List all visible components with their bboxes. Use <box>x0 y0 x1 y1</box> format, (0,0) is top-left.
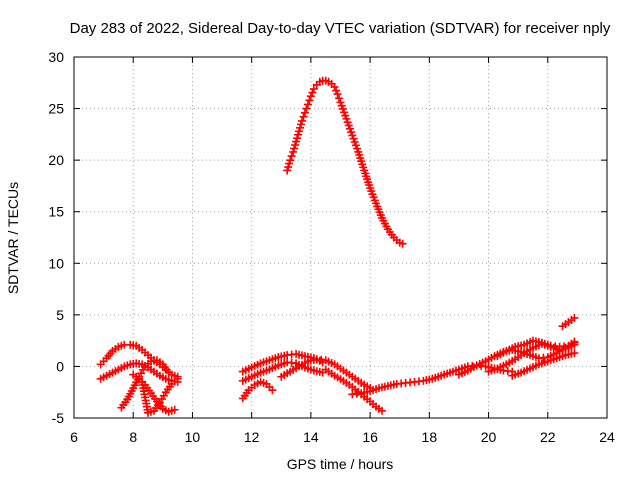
x-tick-label: 24 <box>599 429 615 445</box>
x-tick-label: 16 <box>362 429 378 445</box>
grid <box>74 57 607 418</box>
data-point <box>302 104 311 113</box>
series-afternoon-arc-a <box>321 365 386 415</box>
x-axis-label: GPS time / hours <box>287 456 394 472</box>
data-point <box>398 239 407 248</box>
series-midday-arc-c <box>238 377 277 403</box>
series-evening-arc-d <box>508 349 579 380</box>
data-point <box>305 96 314 105</box>
chart-title: Day 283 of 2022, Sidereal Day-to-day VTE… <box>70 20 611 37</box>
data-point <box>268 386 277 395</box>
data-point <box>333 90 342 99</box>
data-point <box>164 368 173 377</box>
y-tick-label: 0 <box>56 358 64 374</box>
x-tick-label: 18 <box>422 429 438 445</box>
series-afternoon-arc-b <box>348 361 517 399</box>
x-tick-label: 6 <box>70 429 78 445</box>
y-tick-label: 10 <box>48 255 64 271</box>
data-point <box>570 313 579 322</box>
y-tick-label: 15 <box>48 204 64 220</box>
data-point <box>287 152 296 161</box>
series-peak-arc <box>283 76 407 248</box>
data-point <box>570 349 579 358</box>
y-tick-label: 30 <box>48 49 64 65</box>
axis-ticks: 6 8 10 12 14 16 18 20 22 24 -5 0 5 10 15 20 25 30 <box>48 49 615 445</box>
data-point <box>335 94 344 103</box>
y-tick-label: 20 <box>48 152 64 168</box>
y-tick-label: 5 <box>56 307 64 323</box>
y-tick-label: 25 <box>48 101 64 117</box>
plot-frame <box>73 56 608 419</box>
x-tick-label: 22 <box>540 429 556 445</box>
x-tick-label: 10 <box>185 429 201 445</box>
data-point <box>173 374 182 383</box>
data-point <box>303 100 312 109</box>
data-point <box>332 86 341 95</box>
data-point <box>300 108 309 117</box>
series-midday-arc-b <box>238 358 327 385</box>
data-point <box>309 84 318 93</box>
x-tick-label: 20 <box>481 429 497 445</box>
data-points <box>96 76 579 417</box>
y-tick-label: -5 <box>52 410 65 426</box>
data-point <box>286 156 295 165</box>
y-axis-label: SDTVAR / TECUs <box>5 182 21 294</box>
x-tick-label: 8 <box>129 429 137 445</box>
data-point <box>308 88 317 97</box>
data-point <box>298 116 307 125</box>
series-midday-arc-d <box>277 355 375 393</box>
data-point <box>299 112 308 121</box>
x-tick-label: 14 <box>303 429 319 445</box>
series-early-arc-e <box>138 374 182 417</box>
data-point <box>330 82 339 91</box>
series-late-short-arc <box>558 313 579 331</box>
data-point <box>170 405 179 414</box>
series-evening-arc-c <box>493 336 579 361</box>
data-point <box>377 406 386 415</box>
data-point <box>570 337 579 346</box>
x-tick-label: 12 <box>244 429 260 445</box>
data-point <box>306 92 315 101</box>
